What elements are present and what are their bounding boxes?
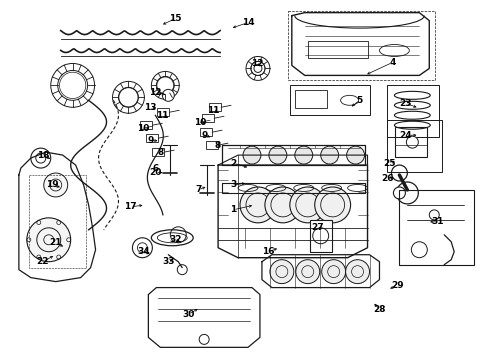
Bar (147, 134, 158, 142)
Circle shape (162, 89, 174, 101)
Text: 24: 24 (399, 131, 412, 140)
Circle shape (412, 242, 427, 258)
Circle shape (240, 187, 276, 223)
Bar (395, 127, 427, 157)
Circle shape (393, 187, 405, 199)
Bar (399, 190, 474, 265)
Text: 10: 10 (194, 118, 206, 127)
Circle shape (321, 146, 339, 164)
Text: 18: 18 (37, 150, 49, 159)
Text: 7: 7 (195, 185, 201, 194)
Text: 14: 14 (242, 18, 254, 27)
Circle shape (290, 187, 326, 223)
Circle shape (27, 218, 71, 262)
Text: 13: 13 (144, 103, 157, 112)
Text: 11: 11 (207, 106, 220, 115)
Bar (157, 108, 169, 116)
Circle shape (296, 260, 319, 284)
Text: 9: 9 (147, 136, 153, 145)
Circle shape (265, 187, 301, 223)
Circle shape (269, 146, 287, 164)
Text: 33: 33 (162, 257, 174, 266)
Text: 19: 19 (47, 180, 59, 189)
Text: 34: 34 (137, 247, 150, 256)
Bar (295, 90, 327, 108)
Bar (388, 85, 439, 137)
Bar (209, 103, 221, 111)
Text: 23: 23 (399, 99, 412, 108)
Text: 16: 16 (262, 247, 274, 256)
Text: 11: 11 (156, 111, 169, 120)
Circle shape (315, 187, 350, 223)
Text: 32: 32 (169, 235, 181, 244)
Bar (388, 120, 442, 172)
Circle shape (132, 238, 152, 258)
Text: 8: 8 (215, 141, 221, 150)
Text: 21: 21 (49, 238, 62, 247)
Text: 22: 22 (37, 257, 49, 266)
Text: 3: 3 (230, 180, 236, 189)
Circle shape (345, 260, 369, 284)
Text: 17: 17 (124, 202, 137, 211)
Bar (206, 141, 218, 149)
Bar (310, 220, 332, 252)
Bar (290, 85, 369, 115)
Text: 9: 9 (202, 131, 208, 140)
Circle shape (295, 146, 313, 164)
Text: 1: 1 (230, 206, 236, 215)
Circle shape (346, 146, 365, 164)
Bar (288, 11, 435, 80)
Text: 10: 10 (137, 124, 149, 133)
Circle shape (254, 64, 262, 72)
Text: 29: 29 (391, 281, 404, 290)
Text: 4: 4 (389, 58, 395, 67)
Text: 2: 2 (230, 158, 236, 167)
Text: 30: 30 (182, 310, 195, 319)
Text: 6: 6 (152, 163, 158, 172)
Text: 12: 12 (149, 88, 162, 97)
Circle shape (243, 146, 261, 164)
Bar (152, 148, 164, 156)
Text: 15: 15 (169, 14, 181, 23)
Bar (141, 121, 152, 129)
Text: 31: 31 (431, 217, 443, 226)
Bar (202, 114, 214, 122)
Text: 8: 8 (157, 148, 164, 157)
Text: 25: 25 (383, 158, 396, 167)
Bar (200, 128, 212, 136)
Text: 5: 5 (356, 96, 363, 105)
Text: 12: 12 (251, 59, 263, 68)
Text: 28: 28 (373, 305, 386, 314)
Bar (308, 41, 368, 58)
Text: 27: 27 (312, 223, 324, 232)
Circle shape (270, 260, 294, 284)
Circle shape (406, 136, 418, 148)
Circle shape (322, 260, 345, 284)
Circle shape (31, 148, 51, 168)
Text: 26: 26 (381, 174, 393, 183)
Circle shape (44, 173, 68, 197)
Text: 20: 20 (149, 167, 162, 176)
